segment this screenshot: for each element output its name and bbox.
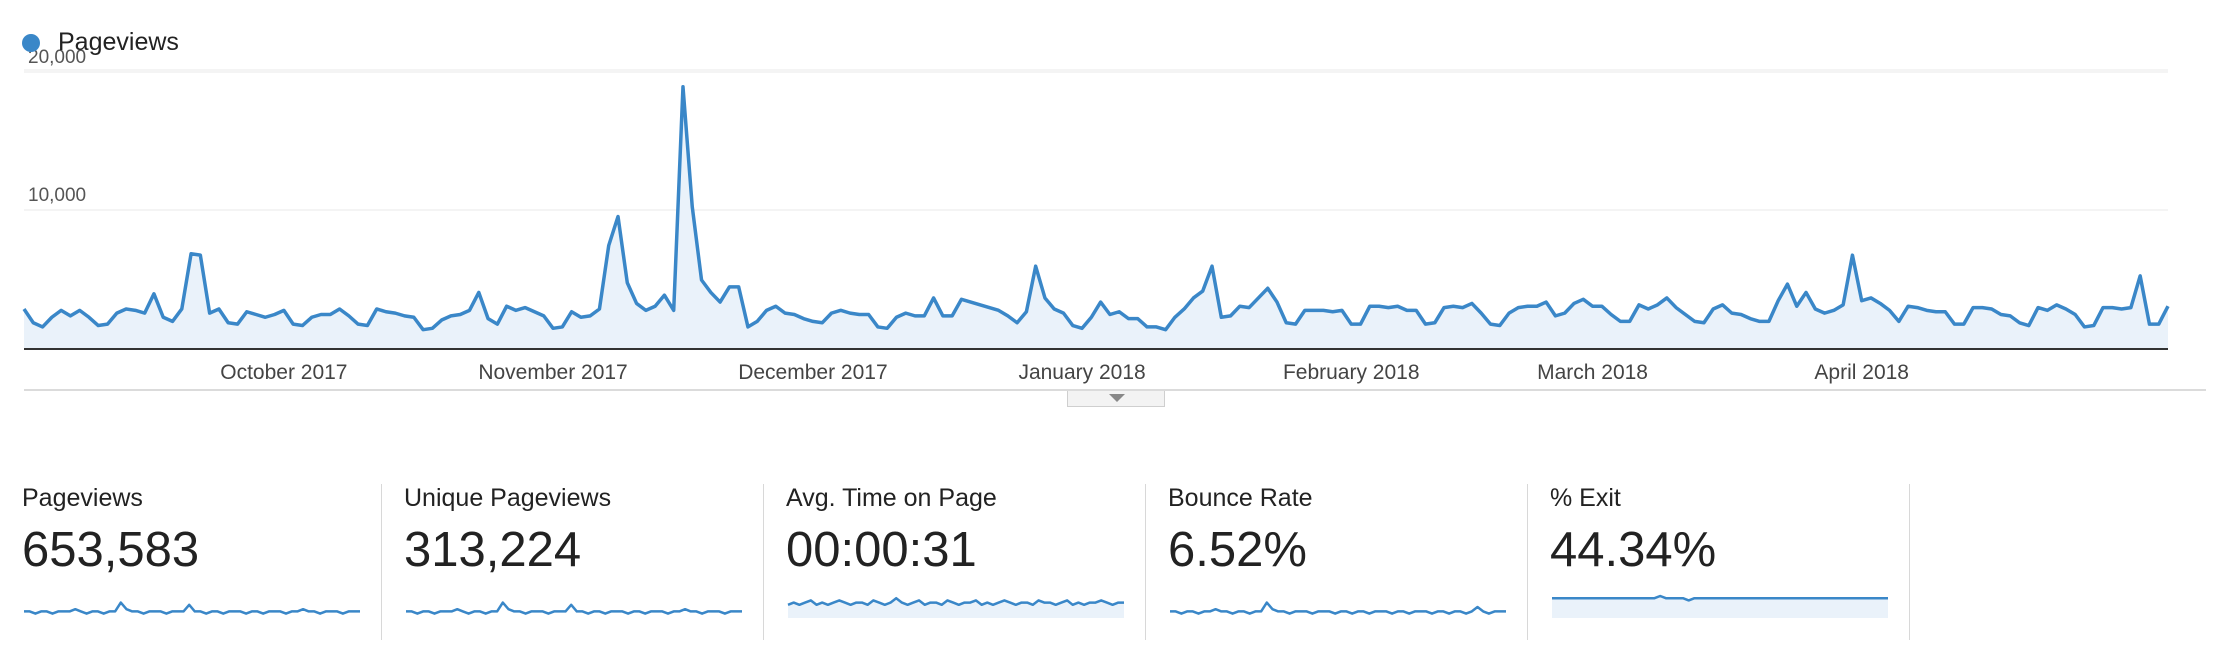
metric-value: 653,583 [22, 523, 200, 577]
metric-divider [381, 484, 382, 640]
metric-label: Pageviews [22, 484, 143, 512]
x-tick-label: December 2017 [738, 361, 887, 384]
metric-value: 00:00:31 [786, 523, 977, 577]
metric-value: 44.34% [1550, 523, 1717, 577]
metric-label: % Exit [1550, 484, 1621, 512]
metric-divider [1527, 484, 1528, 640]
metric-label: Unique Pageviews [404, 484, 612, 512]
x-tick-label: January 2018 [1018, 361, 1145, 384]
metric-sparkline [1170, 601, 1506, 615]
metric-summary-row: Pageviews 653,583 Unique Pageviews 313,2… [0, 480, 2214, 640]
metric-avg-time-on-page[interactable]: Avg. Time on Page 00:00:31 [764, 480, 1146, 640]
metric-divider [1145, 484, 1146, 640]
metric-exit-rate[interactable]: % Exit 44.34% [1528, 480, 1910, 640]
x-tick-label: February 2018 [1283, 361, 1420, 384]
metric-sparkline [24, 601, 360, 615]
series-line-pageviews [22, 85, 2170, 332]
x-tick-label: October 2017 [220, 361, 347, 384]
metric-sparkline [406, 601, 742, 615]
metric-pageviews[interactable]: Pageviews 653,583 [0, 480, 382, 640]
metric-label: Avg. Time on Page [786, 484, 997, 512]
metric-divider [1909, 484, 1910, 640]
sparkline-path [24, 601, 360, 615]
chart-legend[interactable]: Pageviews [22, 28, 179, 57]
y-tick-label: 10,000 [28, 185, 86, 206]
metric-value: 313,224 [404, 523, 582, 577]
chevron-down-icon [1109, 394, 1125, 402]
legend-label: Pageviews [58, 28, 179, 56]
chart-collapse-toggle[interactable] [1067, 391, 1165, 407]
x-tick-label: April 2018 [1814, 361, 1909, 384]
metric-unique-pageviews[interactable]: Unique Pageviews 313,224 [382, 480, 764, 640]
metric-bounce-rate[interactable]: Bounce Rate 6.52% [1146, 480, 1528, 640]
sparkline-area [788, 598, 1124, 618]
sparkline-path [787, 596, 1124, 607]
sparkline-path [406, 601, 742, 615]
metric-value: 6.52% [1168, 523, 1307, 577]
metric-sparkline [787, 596, 1124, 618]
sparkline-area [1552, 596, 1888, 618]
sparkline-path [1552, 594, 1888, 602]
x-tick-label: March 2018 [1537, 361, 1648, 384]
metric-divider [763, 484, 764, 640]
metric-label: Bounce Rate [1168, 484, 1313, 512]
line-chart-svg: 10,000 20,000 October 2017 November 2017 Dec… [22, 47, 2206, 391]
pageviews-chart: Pageviews 10,000 20,000 October 2017 Novemb… [22, 28, 2206, 407]
legend-dot-icon [22, 33, 40, 52]
metric-sparkline [1552, 594, 1888, 618]
sparkline-path [1170, 601, 1506, 615]
x-tick-label: November 2017 [478, 361, 627, 384]
y-tick-label: 20,000 [28, 47, 86, 68]
